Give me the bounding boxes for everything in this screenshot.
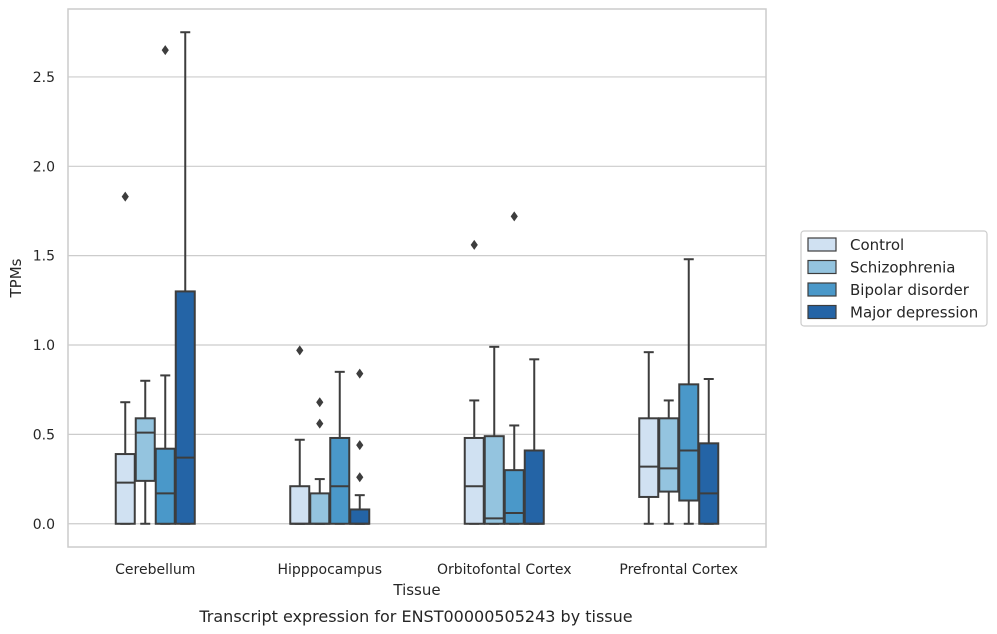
box-body bbox=[349, 508, 371, 525]
box-body bbox=[329, 436, 351, 525]
outlier-point bbox=[356, 368, 364, 379]
y-tick-label: 2.5 bbox=[33, 70, 55, 86]
x-tick-label: Prefrontal Cortex bbox=[619, 562, 738, 578]
y-tick-labels: 0.0 0.5 1.0 1.5 2.0 2.5 bbox=[33, 70, 55, 533]
y-tick-label: 1.0 bbox=[33, 338, 55, 354]
box-3-0 bbox=[638, 351, 660, 525]
legend: Control Schizophrenia Bipolar disorder Majo… bbox=[800, 230, 988, 327]
box-0-1 bbox=[134, 379, 156, 525]
x-tick-label: Cerebellum bbox=[115, 562, 195, 578]
box-body bbox=[174, 290, 196, 525]
box-0-0 bbox=[114, 191, 136, 525]
x-axis-label: Tissue bbox=[392, 581, 440, 599]
x-tick-labels: Cerebellum Hipppocampus Orbitofontal Corte… bbox=[115, 562, 738, 578]
box-1-0 bbox=[289, 345, 311, 525]
box-body bbox=[289, 485, 311, 525]
y-axis-label: TPMs bbox=[7, 258, 25, 298]
box-3-2 bbox=[678, 258, 700, 525]
boxes-layer bbox=[114, 31, 720, 525]
legend-label: Bipolar disorder bbox=[850, 281, 970, 299]
legend-swatch bbox=[807, 282, 837, 297]
y-tick-label: 0.5 bbox=[33, 427, 55, 443]
box-body bbox=[638, 417, 660, 498]
outlier-point bbox=[470, 239, 478, 250]
y-tick-label: 0.0 bbox=[33, 517, 55, 533]
x-tick-label: Orbitofontal Cortex bbox=[437, 562, 572, 578]
box-2-2 bbox=[503, 211, 525, 525]
box-body bbox=[483, 435, 505, 525]
box-2-3 bbox=[523, 358, 545, 525]
legend-label: Schizophrenia bbox=[850, 259, 955, 277]
x-tick-label: Hipppocampus bbox=[277, 562, 382, 578]
box-0-3 bbox=[174, 31, 196, 525]
box-body bbox=[678, 383, 700, 502]
box-body bbox=[463, 436, 485, 525]
outlier-point bbox=[356, 472, 364, 483]
outlier-point bbox=[510, 211, 518, 222]
box-body bbox=[309, 492, 331, 525]
box-1-3 bbox=[349, 368, 371, 525]
box-body bbox=[154, 447, 176, 525]
box-3-3 bbox=[698, 377, 720, 525]
box-0-2 bbox=[154, 45, 176, 525]
legend-swatch bbox=[807, 259, 837, 275]
legend-swatch bbox=[807, 237, 837, 252]
outlier-point bbox=[316, 418, 324, 429]
box-body bbox=[523, 449, 545, 525]
plot-frame bbox=[67, 8, 767, 548]
outlier-point bbox=[316, 397, 324, 408]
box-2-0 bbox=[463, 239, 485, 525]
outlier-point bbox=[356, 440, 364, 451]
box-2-1 bbox=[483, 345, 505, 525]
outlier-point bbox=[121, 191, 129, 202]
box-body bbox=[503, 469, 525, 525]
legend-swatch bbox=[807, 304, 837, 320]
box-1-1 bbox=[309, 397, 331, 525]
outlier-point bbox=[161, 45, 169, 56]
outlier-point bbox=[296, 345, 304, 356]
legend-label: Control bbox=[850, 236, 904, 254]
legend-label: Major depression bbox=[850, 304, 978, 322]
y-tick-label: 1.5 bbox=[33, 249, 55, 265]
box-1-2 bbox=[329, 370, 351, 525]
box-3-1 bbox=[658, 399, 680, 525]
box-body bbox=[658, 417, 680, 493]
box-body bbox=[114, 453, 136, 525]
figure-caption: Transcript expression for ENST0000050524… bbox=[198, 607, 632, 626]
box-body bbox=[134, 417, 156, 482]
y-tick-label: 2.0 bbox=[33, 159, 55, 175]
box-body bbox=[698, 442, 720, 525]
legend-frame bbox=[800, 230, 988, 327]
